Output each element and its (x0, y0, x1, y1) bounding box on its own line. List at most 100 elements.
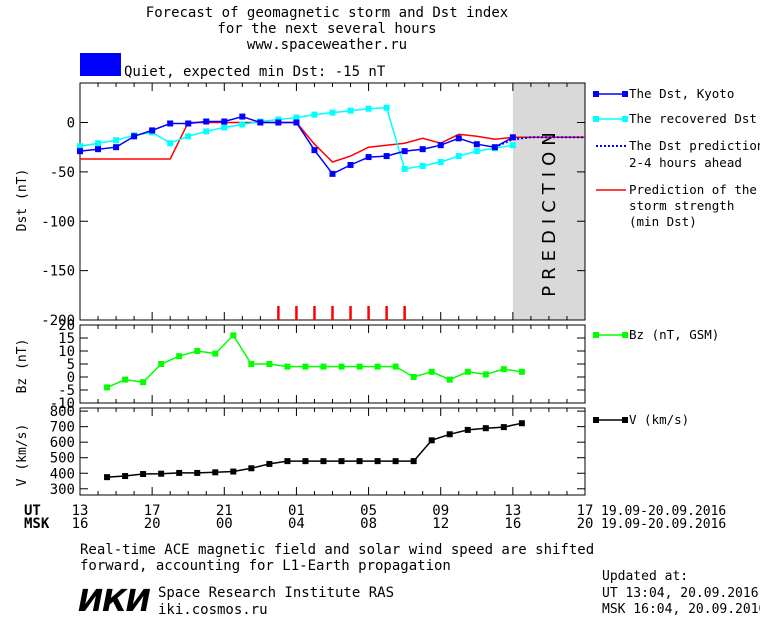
v-point (176, 469, 183, 476)
legend-item-dst-recovered: The recovered Dst (593, 111, 757, 126)
bz-point (158, 361, 165, 367)
dst-kyoto-point (77, 148, 83, 155)
dst-y-label: Dst (nT) (15, 169, 30, 232)
msk-tick-label: 20 (144, 516, 161, 532)
y-tick-label: 300 (50, 482, 75, 498)
v-point (464, 426, 471, 433)
bz-point (374, 363, 381, 370)
dst-recovered-point (347, 107, 354, 114)
bz-point (122, 376, 129, 383)
v-point (356, 458, 363, 465)
institute-name[interactable]: Space Research Institute RAS (158, 585, 394, 601)
bz-point (284, 363, 291, 370)
dst-kyoto-point (509, 134, 516, 141)
y-tick-label: 0 (67, 370, 75, 386)
v-point (140, 471, 147, 478)
ut-tick-label: 05 (360, 503, 377, 519)
legend-label-storm-2: storm strength (629, 198, 734, 213)
v-point (338, 458, 345, 465)
v-point (266, 460, 273, 467)
dst-kyoto-point (167, 120, 174, 127)
bz-series (104, 332, 525, 391)
institute-site-link[interactable]: iki.cosmos.ru (158, 602, 268, 618)
y-tick-label: -50 (50, 165, 75, 181)
dst-kyoto-point (311, 147, 318, 154)
y-tick-label: 800 (50, 404, 75, 420)
dst-kyoto-point (149, 127, 156, 134)
v-point (410, 458, 417, 465)
dst-recovered-point (365, 105, 372, 112)
bz-y-label: Bz (nT) (15, 339, 30, 394)
bz-point (518, 368, 525, 375)
dst-kyoto-point (383, 153, 390, 160)
legend: The Dst, Kyoto The recovered Dst The Dst… (593, 86, 760, 427)
v-point (392, 458, 399, 465)
dst-recovered-point (185, 133, 192, 140)
legend-item-dst-prediction: The Dst prediction 2-4 hours ahead (596, 138, 760, 170)
status-color-box (80, 53, 121, 76)
y-tick-label: 15 (58, 331, 75, 347)
dst-kyoto-point (257, 119, 264, 126)
legend-marker-dst-kyoto (593, 91, 599, 97)
dst-recovered-point (383, 104, 390, 111)
msk-axis-label: MSK (24, 516, 50, 532)
msk-tick-label: 16 (504, 516, 521, 532)
dst-recovered-point (473, 148, 480, 155)
msk-tick-label: 20 (577, 516, 594, 532)
dst-recovered-point (239, 121, 246, 128)
legend-item-bz: Bz (nT, GSM) (593, 327, 719, 342)
legend-marker-v-2 (622, 417, 628, 423)
y-tick-label: -5 (58, 383, 75, 399)
v-y-label: V (km/s) (15, 424, 30, 487)
v-point (104, 474, 111, 481)
y-tick-label: 600 (50, 435, 75, 451)
dst-recovered-point (221, 124, 228, 131)
dst-recovered-point (95, 140, 102, 147)
msk-tick-label: 04 (288, 516, 305, 532)
bz-x-ticks (79, 325, 586, 403)
legend-label-storm-1: Prediction of the (629, 182, 757, 197)
dst-x-ticks (79, 83, 586, 320)
bz-point (356, 363, 363, 370)
bz-point (230, 332, 237, 339)
dst-kyoto-point (293, 119, 300, 126)
msk-tick-label: 16 (72, 516, 89, 532)
bz-point (410, 374, 417, 380)
updated-ut: UT 13:04, 20.09.2016 (602, 586, 759, 601)
dst-recovered-point (77, 143, 83, 150)
legend-label-dst-prediction-2: 2-4 hours ahead (629, 155, 742, 170)
v-point (428, 437, 435, 444)
bz-point (104, 384, 111, 391)
bz-point (464, 368, 471, 375)
msk-tick-label: 08 (360, 516, 377, 532)
dst-plot-frame (79, 82, 586, 321)
bz-point (176, 353, 183, 360)
dst-recovered-point (329, 109, 336, 116)
v-point (518, 420, 525, 427)
y-tick-label: 400 (50, 466, 75, 482)
v-x-ticks (79, 408, 586, 495)
msk-date-range: 19.09-20.09.2016 (601, 517, 726, 532)
dst-recovered-point (203, 128, 210, 135)
dst-kyoto-point (365, 154, 372, 161)
ut-date-range: 19.09-20.09.2016 (601, 504, 726, 519)
dst-kyoto-point (419, 146, 426, 153)
legend-label-dst-recovered: The recovered Dst (629, 111, 757, 126)
v-point (320, 458, 327, 465)
legend-marker-dst-recovered (593, 116, 599, 122)
v-point (158, 470, 165, 477)
prediction-band (512, 83, 585, 320)
dst-panel: PREDICTION 0 -50 -100 -150 -200 Dst (nT) (15, 82, 586, 329)
legend-label-bz: Bz (nT, GSM) (629, 327, 719, 342)
legend-item-dst-kyoto: The Dst, Kyoto (593, 86, 734, 101)
dst-kyoto-point (275, 119, 282, 126)
ut-tick-label: 17 (577, 503, 594, 519)
dst-recovered-point (401, 165, 408, 172)
v-point (248, 465, 255, 472)
updated-msk: MSK 16:04, 20.09.2016 (602, 602, 760, 617)
legend-label-dst-kyoto: The Dst, Kyoto (629, 86, 734, 101)
updated-label: Updated at: (602, 569, 688, 584)
